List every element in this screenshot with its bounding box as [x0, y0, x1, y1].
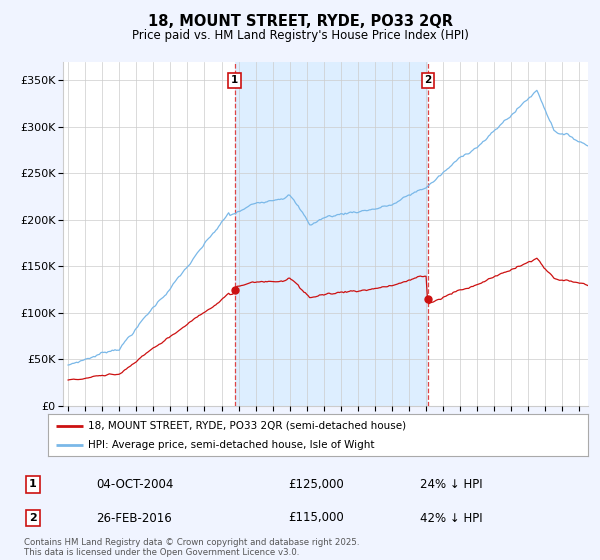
Text: 04-OCT-2004: 04-OCT-2004 [96, 478, 173, 491]
Bar [235, 62, 428, 406]
Text: Price paid vs. HM Land Registry's House Price Index (HPI): Price paid vs. HM Land Registry's House … [131, 29, 469, 42]
Text: Contains HM Land Registry data © Crown copyright and database right 2025.
This d: Contains HM Land Registry data © Crown c… [24, 538, 359, 557]
Text: 1: 1 [231, 75, 238, 85]
Text: HPI: Average price, semi-detached house, Isle of Wight: HPI: Average price, semi-detached house,… [89, 440, 375, 450]
Text: 2: 2 [424, 75, 432, 85]
Text: 2: 2 [29, 513, 37, 523]
Text: 42% ↓ HPI: 42% ↓ HPI [420, 511, 482, 525]
Text: 24% ↓ HPI: 24% ↓ HPI [420, 478, 482, 491]
Text: £115,000: £115,000 [288, 511, 344, 525]
Text: 26-FEB-2016: 26-FEB-2016 [96, 511, 172, 525]
Text: 18, MOUNT STREET, RYDE, PO33 2QR (semi-detached house): 18, MOUNT STREET, RYDE, PO33 2QR (semi-d… [89, 421, 407, 431]
Text: 18, MOUNT STREET, RYDE, PO33 2QR: 18, MOUNT STREET, RYDE, PO33 2QR [148, 14, 452, 29]
Text: £125,000: £125,000 [288, 478, 344, 491]
Text: 1: 1 [29, 479, 37, 489]
